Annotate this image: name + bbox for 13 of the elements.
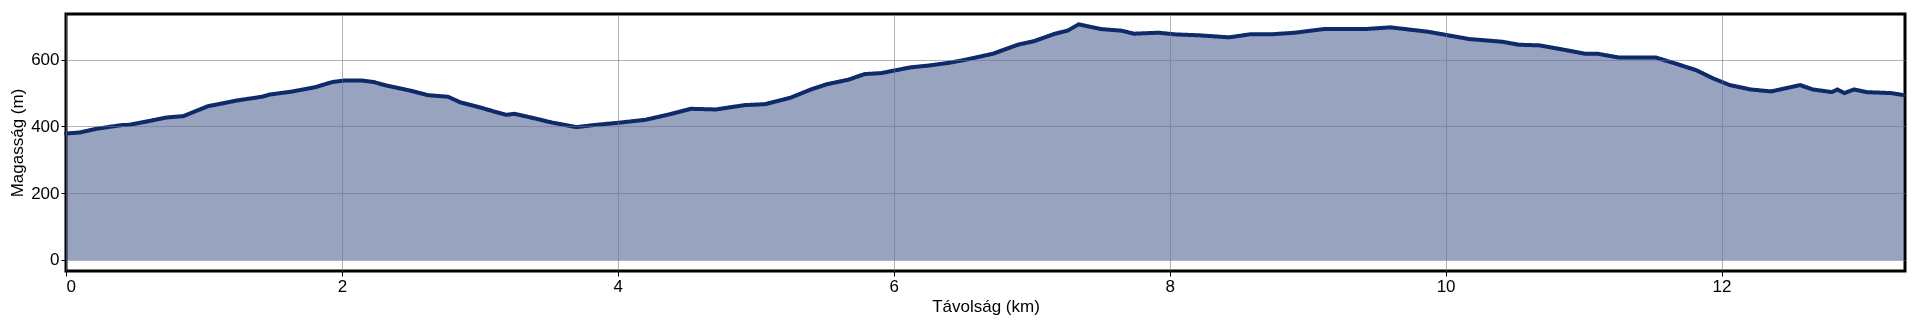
x-tick-label: 12: [1712, 276, 1732, 296]
x-tick-label: 8: [1165, 276, 1175, 296]
y-axis-title: Magasság (m): [8, 88, 28, 198]
y-tick-label: 200: [31, 183, 60, 203]
x-tick-label: 4: [613, 276, 624, 296]
x-tick-label: 10: [1436, 276, 1456, 296]
x-axis-title: Távolság (km): [932, 296, 1040, 316]
x-tick-label: 0: [66, 276, 76, 296]
x-tick-label: 6: [889, 276, 899, 296]
x-tick-label: 2: [337, 276, 348, 296]
y-tick-label: 600: [31, 50, 60, 70]
y-tick-label: 400: [31, 116, 60, 136]
y-tick-label: 0: [50, 250, 60, 270]
